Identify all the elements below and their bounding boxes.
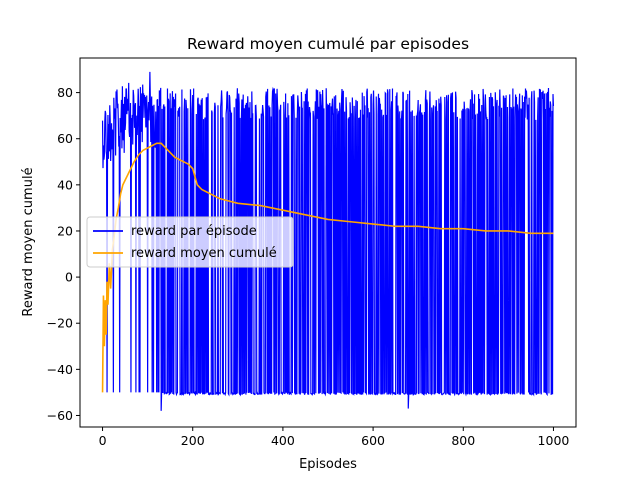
x-tick-label: 0 xyxy=(99,433,107,448)
y-tick-label: −60 xyxy=(47,408,73,423)
series-reward-moyen-cumule xyxy=(101,142,554,393)
legend-label-reward-par-episode: reward par épisode xyxy=(131,224,257,239)
x-tick-label: 1000 xyxy=(538,433,570,448)
chart-title: Reward moyen cumulé par episodes xyxy=(187,35,469,53)
y-tick-label: −20 xyxy=(47,316,73,331)
legend-label-reward-moyen-cumule: reward moyen cumulé xyxy=(131,246,277,261)
x-tick-label: 400 xyxy=(271,433,295,448)
legend-box xyxy=(86,216,294,268)
y-tick-label: −40 xyxy=(47,362,73,377)
y-axis-label: Reward moyen cumulé xyxy=(21,167,36,316)
y-tick-label: 20 xyxy=(57,223,73,238)
y-tick-label: 80 xyxy=(57,85,73,100)
y-tick-label: 0 xyxy=(65,270,73,285)
x-tick-label: 800 xyxy=(451,433,475,448)
y-axis: −60 −40 −20 0 20 40 60 80 xyxy=(47,85,80,423)
y-tick-label: 60 xyxy=(57,131,73,146)
legend: reward par épisode reward moyen cumulé xyxy=(86,216,294,268)
x-tick-label: 200 xyxy=(181,433,205,448)
series-reward-par-episode xyxy=(101,71,555,411)
x-axis-label: Episodes xyxy=(299,457,357,472)
x-axis: 0 200 400 600 800 1000 xyxy=(99,427,570,448)
x-tick-label: 600 xyxy=(361,433,385,448)
plot-frame xyxy=(79,57,577,428)
y-tick-label: 40 xyxy=(57,177,73,192)
